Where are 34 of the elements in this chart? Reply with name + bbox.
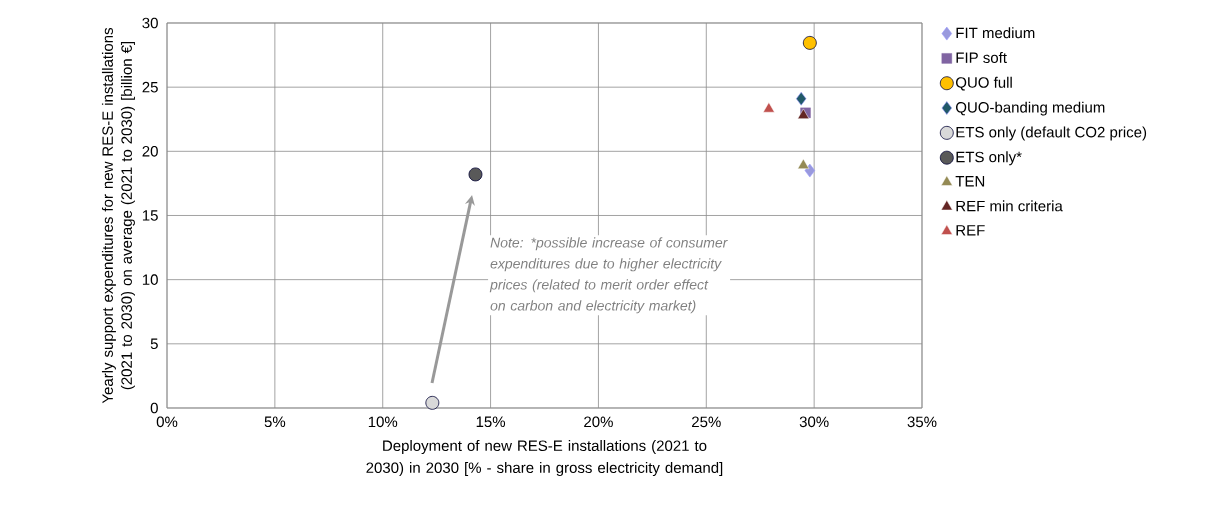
point [796,91,807,106]
x-tick-label: 20% [584,416,613,428]
legend-label: REF min criteria [956,200,1063,212]
annotation: Note: *possible increase of consumer expenditures due to higher electricity prices (related to merit order effect on carbon and electricity market) [489,237,728,314]
y-tick-label: 5 [150,338,158,350]
legend-label: QUO-banding medium [956,101,1105,116]
legend-label: ETS only* [956,151,1022,166]
x-tick-label: 5% [264,416,286,428]
point [762,102,775,113]
point [797,158,810,169]
y-tick-label: 30 [142,17,158,29]
y-tick-label: 15 [142,210,158,221]
point [468,167,483,182]
y-tick-label: 20 [142,146,158,157]
legend-label: FIT medium [956,27,1035,39]
legend-label: ETS only (default CO2 price) [956,126,1147,141]
point [802,35,817,50]
x-axis-title: Deployment of new RES-E installations (2021 to 2030) in 2030 [% - share in gross electricity demand] [366,440,723,476]
legend-label: QUO full [956,76,1012,91]
x-tick-label: 15% [476,416,506,428]
y-axis-title: Yearly support expenditures for new RES-E installations (2021 to 2030) on average (2021 to 2030) [billion €] [101,27,135,404]
legend-label: TEN [955,176,985,187]
x-tick-label: 30% [799,416,829,428]
y-tick-label: 25 [142,81,158,93]
legend-label: FIP soft [956,52,1007,64]
point [804,163,816,178]
y-tick-label: 10 [142,274,158,285]
x-tick-label: 0% [156,416,178,428]
y-tick-label: 0 [150,402,158,414]
point [425,395,440,410]
x-tick-label: 10% [368,416,398,428]
x-tick-label: 35% [907,416,937,428]
legend-label: REF [956,225,985,236]
x-tick-label: 25% [692,416,721,428]
